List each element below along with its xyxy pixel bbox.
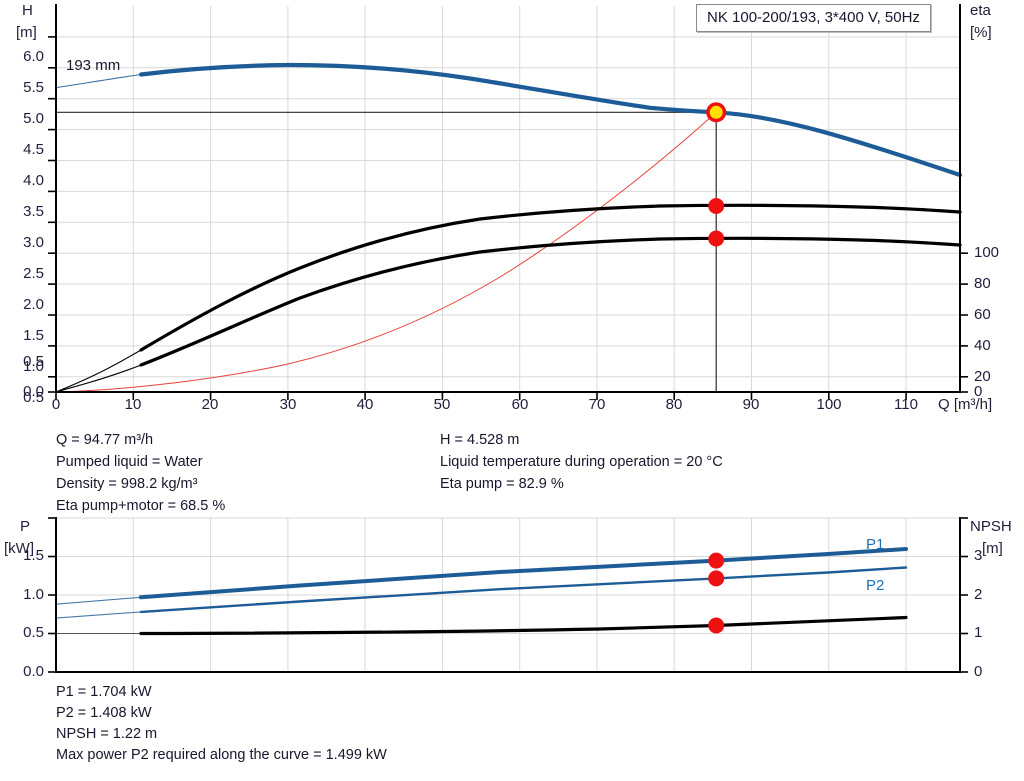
info-left-line-3: Density = 998.2 kg/m³ xyxy=(56,476,198,492)
head-efficiency-chart: 193 mm xyxy=(48,4,968,400)
npsh-curve xyxy=(139,615,908,636)
info-left-line-1: Q = 94.77 m³/h xyxy=(56,432,154,448)
eta-pump-motor-curve xyxy=(139,236,962,367)
bottom-right-ticks xyxy=(960,517,968,673)
top-right-ticks xyxy=(960,252,968,393)
h-tick-1.5: 1.5 xyxy=(23,327,44,344)
eta-pump-motor-duty-marker xyxy=(708,230,725,247)
h-tick-0.5-label: 0.5 xyxy=(23,353,44,370)
top-left-ticks xyxy=(48,36,56,393)
h-tick-5.5: 5.5 xyxy=(23,79,44,96)
h-tick-4.0: 4.0 xyxy=(23,172,44,189)
top-plot-background xyxy=(56,6,960,392)
q-axis-label: Q [m³/h] xyxy=(938,396,993,413)
q-tick-0: 0 xyxy=(51,396,61,413)
info-left-line-2: Pumped liquid = Water xyxy=(56,454,203,470)
info-right-line-2: Liquid temperature during operation = 20… xyxy=(440,454,723,470)
h-axis-name: H xyxy=(22,2,33,19)
h-tick-0.0-label: 0.0 xyxy=(23,383,44,400)
eta-axis-unit: [%] xyxy=(970,24,992,41)
h-tick-4.5: 4.5 xyxy=(23,141,44,158)
q-tick-110: 110 xyxy=(894,396,918,413)
p-tick-1.0: 1.0 xyxy=(23,586,44,603)
duty-point-marker-fill xyxy=(709,105,723,119)
p2-curve-extension xyxy=(55,611,142,619)
npsh-duty-marker xyxy=(708,617,725,634)
eta-tick-0: 0 xyxy=(974,383,983,400)
p1-curve xyxy=(139,547,908,600)
npsh-axis-unit: [m] xyxy=(982,540,1003,557)
bottom-info-line-2: P2 = 1.408 kW xyxy=(56,705,152,721)
p2-duty-marker xyxy=(708,570,725,587)
bottom-info-line-3: NPSH = 1.22 m xyxy=(56,726,158,742)
eta-tick-80: 80 xyxy=(974,275,991,292)
p-axis-unit: [kW] xyxy=(4,540,34,557)
eta-pump-curve xyxy=(139,203,962,352)
eta-tick-100: 100 xyxy=(974,244,1000,261)
pump-model-title: NK 100-200/193, 3*400 V, 50Hz xyxy=(696,4,931,32)
bottom-info-line-4: Max power P2 required along the curve = … xyxy=(56,747,387,763)
top-bottom-ticks xyxy=(55,392,907,400)
bottom-vertical-gridlines xyxy=(132,518,907,672)
q-tick-40: 40 xyxy=(356,396,374,413)
p1-curve-extension xyxy=(55,596,142,605)
npsh-tick-2: 2 xyxy=(974,586,983,603)
p-axis-name: P xyxy=(20,518,31,535)
system-curve xyxy=(55,111,717,393)
impeller-size-label: 193 mm xyxy=(66,57,120,74)
p1-duty-marker xyxy=(708,552,725,569)
info-right-line-3: Eta pump = 82.9 % xyxy=(440,476,564,492)
eta-tick-60: 60 xyxy=(974,306,991,323)
p2-series-label: P2 xyxy=(866,577,884,594)
p-tick-1.5: 1.5 xyxy=(23,547,44,564)
h-tick-6.0: 6.0 xyxy=(23,48,44,65)
head-curve-extension xyxy=(55,73,142,89)
q-tick-50: 50 xyxy=(433,396,451,413)
top-vertical-gridlines xyxy=(132,6,907,392)
head-curve xyxy=(138,62,963,178)
bottom-info-line-1: P1 = 1.704 kW xyxy=(56,684,152,700)
info-left-line-4: Eta pump+motor = 68.5 % xyxy=(56,498,226,514)
h-tick-2.5: 2.5 xyxy=(23,265,44,282)
h-tick-2.0: 2.0 xyxy=(23,296,44,313)
p1-series-label: P1 xyxy=(866,536,884,553)
h-tick-3.5: 3.5 xyxy=(23,203,44,220)
q-tick-20: 20 xyxy=(201,396,219,413)
q-tick-90: 90 xyxy=(742,396,760,413)
npsh-tick-0: 0 xyxy=(974,663,983,680)
h-tick-3.0: 3.0 xyxy=(23,234,44,251)
h-tick-0.5: 0.5 xyxy=(23,389,44,406)
info-right-line-1: H = 4.528 m xyxy=(440,432,520,448)
q-tick-60: 60 xyxy=(511,396,529,413)
eta-pump-duty-marker xyxy=(708,198,725,214)
bottom-left-ticks xyxy=(48,517,56,673)
eta-axis-name: eta xyxy=(970,2,991,19)
p2-curve xyxy=(139,566,908,614)
npsh-tick-3: 3 xyxy=(974,547,983,564)
npsh-tick-1: 1 xyxy=(974,624,983,641)
q-tick-30: 30 xyxy=(279,396,297,413)
q-tick-80: 80 xyxy=(665,396,683,413)
eta-tick-40: 40 xyxy=(974,337,991,354)
p-tick-0.0: 0.0 xyxy=(23,663,44,680)
h-tick-1.0: 1.0 xyxy=(23,358,44,375)
npsh-axis-name: NPSH xyxy=(970,518,1012,535)
q-tick-10: 10 xyxy=(124,396,142,413)
q-tick-100: 100 xyxy=(816,396,842,413)
p-tick-0.5: 0.5 xyxy=(23,624,44,641)
power-npsh-chart: P1 P2 xyxy=(48,517,968,673)
h-axis-unit: [m] xyxy=(16,24,37,41)
h-tick-5.0: 5.0 xyxy=(23,110,44,127)
q-tick-70: 70 xyxy=(588,396,606,413)
eta-tick-20: 20 xyxy=(974,368,991,385)
